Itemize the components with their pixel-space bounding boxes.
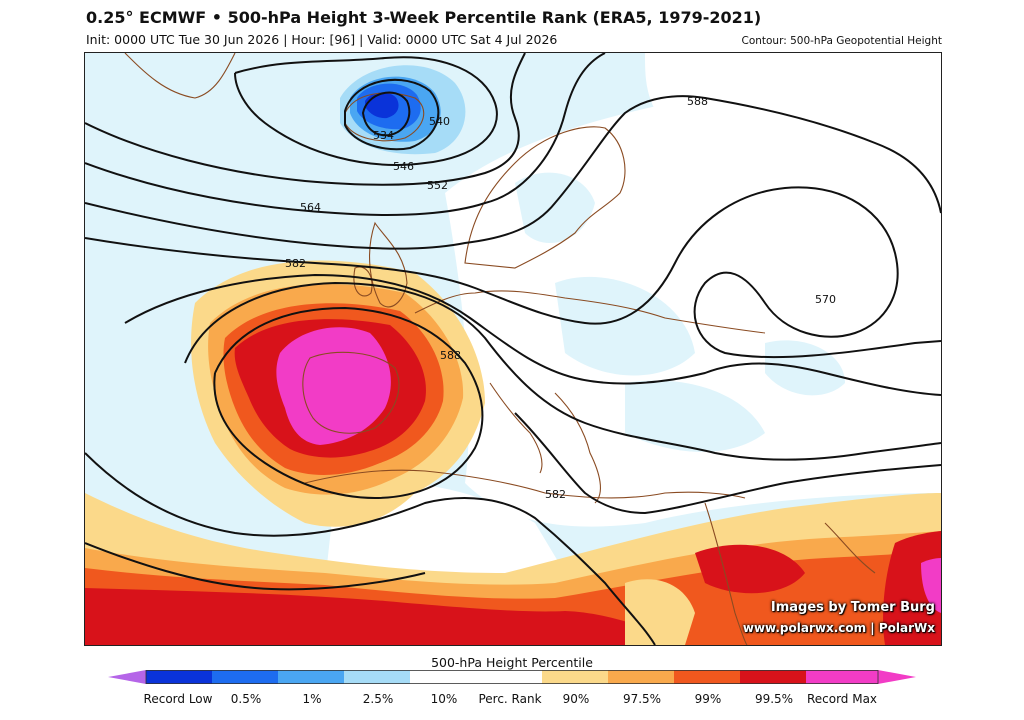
coast-greenland — [124, 53, 236, 99]
low-anomaly-balkans — [625, 380, 765, 452]
legend-swatch-1 — [212, 670, 278, 684]
legend-swatch-97-5 — [608, 670, 674, 684]
contour-label-546: 546 — [393, 160, 414, 173]
contour-label-582-east: 582 — [545, 488, 566, 501]
legend-label-record-max: Record Max — [806, 692, 878, 706]
contour-label-552: 552 — [427, 179, 448, 192]
contour-label-582: 582 — [285, 257, 306, 270]
legend-labels: Record Low 0.5% 1% 2.5% 10% Perc. Rank 9… — [0, 692, 1024, 710]
low-anomaly-baltic — [515, 172, 595, 243]
legend-label-0-5: 0.5% — [230, 692, 262, 706]
contour-label-588: 588 — [440, 349, 461, 362]
contour-570 — [85, 186, 941, 359]
contour-576 — [124, 273, 941, 396]
contour-label-540: 540 — [429, 115, 450, 128]
neutral-zone-north — [645, 53, 941, 143]
contour-594 — [85, 542, 426, 591]
coast-red-sea — [704, 502, 748, 645]
contour-558 — [85, 53, 606, 216]
contour-540 — [344, 78, 440, 151]
contour-588 — [213, 306, 484, 500]
record-patch-far-east — [921, 558, 941, 613]
coast-balkans — [554, 392, 601, 504]
credit-author: Images by Tomer Burg — [770, 600, 935, 615]
contour-label-588-north: 588 — [687, 95, 708, 108]
legend-record-max — [878, 670, 916, 684]
coast-iceland — [344, 92, 425, 142]
warm-anomaly-record — [276, 327, 391, 445]
legend-label-97-5: 97.5% — [622, 692, 662, 706]
map-panel: 534 540 546 552 564 582 588 588 570 582 … — [84, 52, 942, 646]
contour-label-534: 534 — [373, 129, 394, 142]
contour-582 — [184, 281, 941, 461]
legend-label-10: 10% — [430, 692, 458, 706]
chart-subtitle: Init: 0000 UTC Tue 30 Jun 2026 | Hour: [… — [86, 32, 558, 47]
legend-outline — [145, 670, 879, 684]
credit-website[interactable]: www.polarwx.com | PolarWx — [742, 621, 935, 635]
legend-swatch-2-5 — [278, 670, 344, 684]
coast-north-africa — [304, 469, 746, 499]
contour-label-564: 564 — [300, 201, 321, 214]
map-canvas: 534 540 546 552 564 582 588 588 570 582 — [85, 53, 941, 645]
coast-iberia — [302, 351, 400, 434]
height-contours — [85, 53, 941, 645]
legend-swatch-record-max-band — [806, 670, 878, 684]
contour-label-570: 570 — [815, 293, 836, 306]
coast-gulf — [824, 522, 876, 574]
chart-title: 0.25° ECMWF • 500-hPa Height 3-Week Perc… — [86, 8, 762, 27]
coast-scandinavia — [464, 126, 626, 269]
legend-colorbar — [108, 670, 916, 684]
warm-patch-east-99-5 — [695, 544, 805, 594]
legend-record-low — [108, 670, 146, 684]
legend-label-90: 90% — [562, 692, 590, 706]
legend-swatch-90 — [542, 670, 608, 684]
contour-588-south — [85, 452, 656, 645]
legend-label-99: 99% — [694, 692, 722, 706]
legend-label-1: 1% — [302, 692, 322, 706]
contour-552 — [85, 53, 526, 186]
warm-patch-far-east-99-5 — [883, 531, 941, 645]
legend-label-perc-rank: Perc. Rank — [478, 692, 542, 706]
contour-labels: 534 540 546 552 564 582 588 588 570 582 — [285, 95, 836, 501]
legend-label-99-5: 99.5% — [754, 692, 794, 706]
contour-note: Contour: 500-hPa Geopotential Height — [741, 35, 942, 47]
coast-ireland — [353, 266, 373, 297]
legend-swatch-0-5 — [146, 670, 212, 684]
legend-swatch-99-5 — [740, 670, 806, 684]
legend-swatch-99 — [674, 670, 740, 684]
contour-564 — [85, 95, 941, 250]
legend-swatch-10 — [344, 670, 410, 684]
contour-534 — [361, 91, 411, 137]
legend-label-record-low: Record Low — [143, 692, 213, 706]
neutral-zone-europe — [445, 53, 941, 527]
contour-582-east — [514, 412, 941, 515]
contour-546 — [234, 56, 498, 166]
legend-title: 500-hPa Height Percentile — [431, 655, 593, 670]
legend-label-2-5: 2.5% — [362, 692, 394, 706]
legend-swatch-neutral — [410, 670, 542, 684]
coast-italy — [489, 382, 543, 474]
coast-uk — [369, 221, 408, 308]
warm-band-99-5 — [85, 588, 685, 645]
cold-anomaly-0-5 — [365, 92, 399, 119]
